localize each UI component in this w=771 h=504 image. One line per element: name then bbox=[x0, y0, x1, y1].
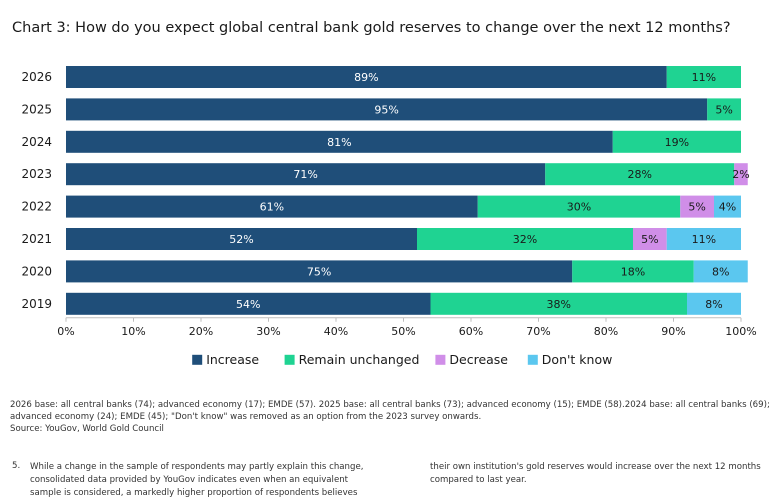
data-label-2023-series-2: 2% bbox=[732, 168, 749, 181]
data-label-2020-series-3: 8% bbox=[712, 265, 729, 278]
bars-group: 89% 11% 95% 5% 81% 19% 71% 28% 2% 61% 30% 5% 4% 52% 32… bbox=[66, 66, 750, 315]
x-tick-label: 80% bbox=[594, 325, 618, 338]
data-label-2026-series-0: 89% bbox=[354, 71, 378, 84]
bar-2025-series-0 bbox=[66, 98, 708, 121]
legend-swatch-3 bbox=[527, 354, 538, 365]
category-label-2026: 2026 bbox=[21, 70, 52, 84]
legend-swatch-0 bbox=[192, 354, 203, 365]
footnote-number: 5. bbox=[12, 461, 21, 471]
data-label-2021-series-1: 32% bbox=[513, 233, 537, 246]
bar-2022-series-3 bbox=[714, 195, 741, 218]
x-tick-label: 60% bbox=[459, 325, 483, 338]
data-label-2019-series-1: 38% bbox=[547, 298, 571, 311]
data-label-2022-series-3: 4% bbox=[719, 201, 736, 214]
bar-2019-series-0 bbox=[66, 292, 431, 315]
x-tick-label: 40% bbox=[324, 325, 348, 338]
x-tick-label: 0% bbox=[57, 325, 74, 338]
category-label-2021: 2021 bbox=[21, 232, 52, 246]
footnote-text-left: While a change in the sample of responde… bbox=[30, 462, 364, 498]
bar-2026-series-1 bbox=[666, 66, 741, 88]
x-tick-label: 30% bbox=[256, 325, 280, 338]
data-label-2020-series-1: 18% bbox=[621, 265, 645, 278]
data-label-2025-series-0: 95% bbox=[374, 103, 398, 116]
data-label-2021-series-3: 11% bbox=[692, 233, 716, 246]
data-label-2024-series-1: 19% bbox=[665, 136, 689, 149]
legend: Increase Remain unchanged Decrease Don't kn… bbox=[192, 352, 612, 367]
data-label-2022-series-1: 30% bbox=[567, 201, 591, 214]
footnote-text-right: their own institution's gold reserves wo… bbox=[430, 462, 761, 485]
bar-2023-series-0 bbox=[66, 163, 546, 186]
category-label-2024: 2024 bbox=[21, 135, 52, 149]
legend-label-1: Remain unchanged bbox=[299, 352, 420, 367]
bar-2021-series-3 bbox=[666, 228, 741, 250]
data-label-2023-series-0: 71% bbox=[293, 168, 317, 181]
category-label-2025: 2025 bbox=[21, 102, 52, 116]
legend-label-2: Decrease bbox=[449, 352, 508, 367]
bar-2021-series-2 bbox=[633, 228, 667, 250]
bar-2025-series-1 bbox=[707, 98, 741, 121]
data-label-2022-series-2: 5% bbox=[688, 201, 705, 214]
category-label-2019: 2019 bbox=[21, 297, 52, 311]
bar-2023-series-2 bbox=[734, 163, 748, 186]
legend-label-0: Increase bbox=[206, 352, 259, 367]
x-axis-ticks: 0% 10% 20% 30% 40% 50% 60% 70% 80% 90% 100% bbox=[57, 317, 757, 338]
bar-2024-series-0 bbox=[66, 130, 613, 153]
x-tick-label: 20% bbox=[189, 325, 213, 338]
x-tick-label: 10% bbox=[121, 325, 145, 338]
x-tick-label: 100% bbox=[725, 325, 756, 338]
legend-swatch-1 bbox=[284, 354, 295, 365]
chart-notes: 2026 base: all central banks (74); advan… bbox=[10, 399, 770, 435]
bar-2022-series-1 bbox=[477, 195, 681, 218]
data-label-2020-series-0: 75% bbox=[307, 265, 331, 278]
bar-2021-series-0 bbox=[66, 228, 417, 250]
source-note: Source: YouGov, World Gold Council bbox=[10, 424, 164, 434]
x-tick-label: 50% bbox=[391, 325, 415, 338]
data-label-2021-series-2: 5% bbox=[641, 233, 658, 246]
data-label-2023-series-1: 28% bbox=[628, 168, 652, 181]
bar-2020-series-1 bbox=[572, 260, 694, 283]
category-labels: 2026 2025 2024 2023 2022 2021 2020 2019 bbox=[21, 70, 52, 311]
bar-2023-series-1 bbox=[545, 163, 735, 186]
stacked-bar-chart: 89% 11% 95% 5% 81% 19% 71% 28% 2% 61% 30% 5% 4% 52% 32… bbox=[21, 66, 757, 367]
x-tick-label: 70% bbox=[526, 325, 550, 338]
bar-2022-series-0 bbox=[66, 195, 478, 218]
base-note: 2026 base: all central banks (74); advan… bbox=[10, 400, 770, 422]
category-label-2023: 2023 bbox=[21, 167, 52, 181]
data-label-2022-series-0: 61% bbox=[260, 201, 284, 214]
data-label-2025-series-1: 5% bbox=[715, 103, 732, 116]
legend-label-3: Don't know bbox=[542, 352, 613, 367]
data-label-2026-series-1: 11% bbox=[692, 71, 716, 84]
data-label-2024-series-0: 81% bbox=[327, 136, 351, 149]
bar-2020-series-0 bbox=[66, 260, 573, 283]
category-label-2020: 2020 bbox=[21, 264, 52, 278]
bar-2024-series-1 bbox=[612, 130, 741, 153]
x-tick-label: 90% bbox=[661, 325, 685, 338]
bar-2020-series-3 bbox=[693, 260, 748, 283]
chart-title: Chart 3: How do you expect global centra… bbox=[12, 20, 731, 36]
bar-2019-series-1 bbox=[430, 292, 687, 315]
bar-2021-series-1 bbox=[417, 228, 633, 250]
data-label-2019-series-0: 54% bbox=[236, 298, 260, 311]
bar-2022-series-2 bbox=[680, 195, 714, 218]
bar-2026-series-0 bbox=[66, 66, 667, 88]
bar-2019-series-3 bbox=[687, 292, 741, 315]
data-label-2021-series-0: 52% bbox=[229, 233, 253, 246]
legend-swatch-2 bbox=[435, 354, 446, 365]
data-label-2019-series-3: 8% bbox=[705, 298, 722, 311]
category-label-2022: 2022 bbox=[21, 200, 52, 214]
